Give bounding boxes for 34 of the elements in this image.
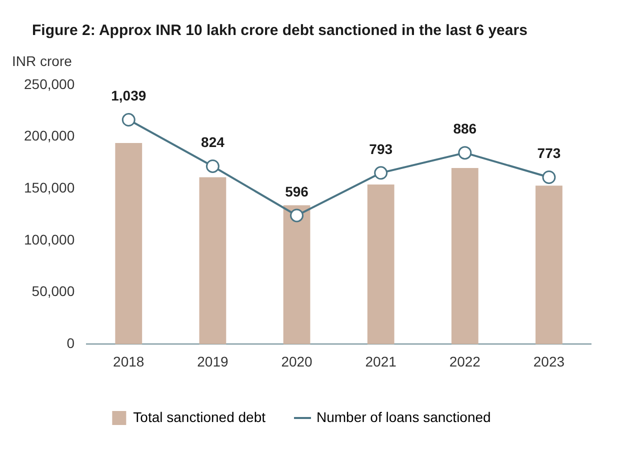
data-label: 824: [201, 134, 225, 150]
point: [458, 146, 472, 160]
x-tick-label: 2020: [281, 353, 313, 370]
data-label: 773: [537, 145, 561, 162]
chart-title: Figure 2: Approx INR 10 lakh crore debt sanctioned in the last 6 years: [31, 21, 528, 41]
y-tick-label: 100,000: [24, 231, 75, 248]
x-tick-label: 2019: [197, 353, 228, 370]
bar: [536, 186, 562, 344]
y-tick-label: 0: [66, 335, 75, 352]
point: [122, 113, 136, 127]
data-label: 596: [285, 183, 309, 200]
legend-label: Number of loans sanctioned: [316, 408, 491, 425]
y-tick-label: 200,000: [24, 128, 75, 144]
point: [542, 170, 556, 184]
point: [374, 166, 388, 180]
y-tick-label: 250,000: [24, 76, 75, 92]
point: [290, 208, 304, 222]
bar: [451, 168, 478, 344]
x-tick-label: 2023: [533, 353, 565, 370]
x-tick-label: 2021: [365, 353, 397, 370]
y-tick-label: 150,000: [24, 180, 75, 196]
legend-label: Total sanctioned debt: [133, 408, 266, 425]
data-label: 793: [369, 140, 393, 157]
point: [206, 159, 220, 173]
data-label: 1,039: [111, 88, 146, 104]
bar: [115, 143, 142, 344]
y-tick-label: 50,000: [32, 283, 75, 300]
x-tick-label: 2018: [113, 353, 144, 370]
bar: [283, 205, 310, 344]
y-axis-title: INR crore: [12, 52, 72, 69]
bar: [199, 177, 226, 344]
bar: [367, 184, 394, 344]
x-tick-label: 2022: [449, 353, 481, 370]
data-label: 886: [453, 120, 477, 137]
